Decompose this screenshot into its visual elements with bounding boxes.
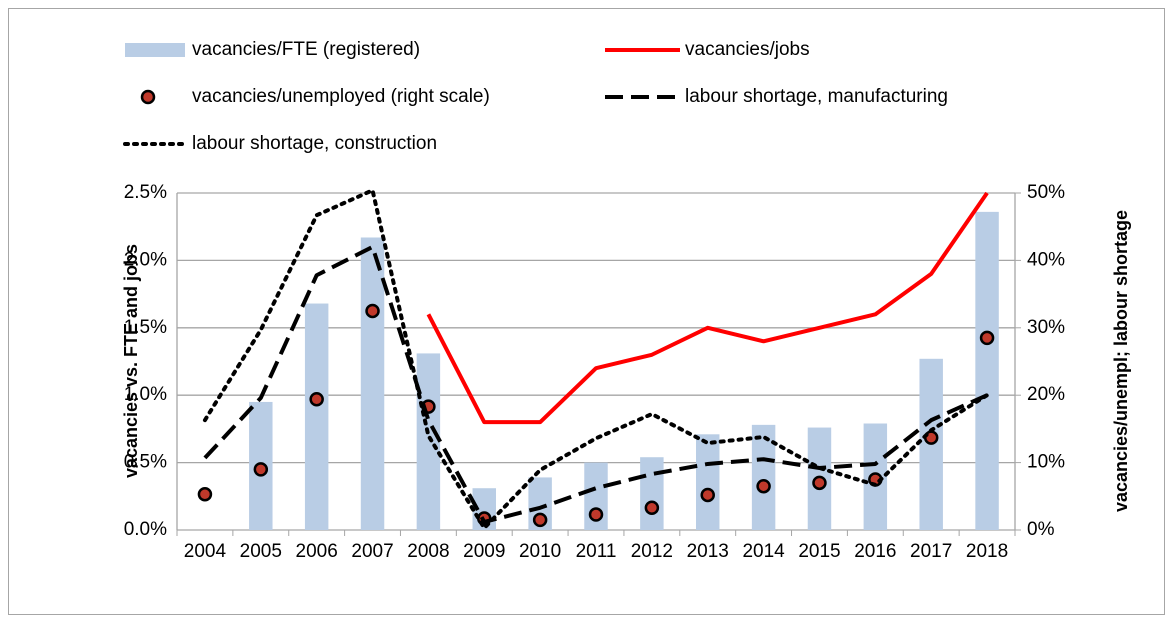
x-tick-label: 2005 bbox=[240, 541, 282, 562]
bar bbox=[640, 457, 664, 530]
y-tick-label: 0.5% bbox=[124, 452, 167, 473]
y2-tick-label: 0% bbox=[1027, 519, 1055, 540]
y-tick-label: 2.5% bbox=[124, 182, 167, 203]
y2-tick-label: 10% bbox=[1027, 452, 1065, 473]
x-tick-label: 2012 bbox=[631, 541, 673, 562]
point bbox=[644, 500, 660, 516]
x-tick-label: 2011 bbox=[576, 541, 617, 562]
x-tick-label: 2004 bbox=[184, 541, 227, 562]
y2-tick-label: 30% bbox=[1027, 317, 1065, 338]
y-tick-label: 2.0% bbox=[124, 249, 167, 270]
point bbox=[979, 330, 995, 346]
legend-label: vacancies/FTE (registered) bbox=[192, 39, 420, 60]
line-series bbox=[202, 188, 990, 530]
y2-tick-label: 20% bbox=[1027, 384, 1065, 405]
x-tick-label: 2010 bbox=[519, 541, 561, 562]
legend-label: labour shortage, manufacturing bbox=[685, 86, 948, 107]
bar bbox=[304, 303, 329, 530]
y2-tick-label: 50% bbox=[1027, 182, 1065, 203]
x-tick-label: 2013 bbox=[687, 541, 729, 562]
x-tick-label: 2018 bbox=[966, 541, 1008, 562]
x-tick-label: 2008 bbox=[407, 541, 449, 562]
legend-label: labour shortage, construction bbox=[192, 133, 437, 154]
point bbox=[756, 478, 771, 494]
x-tick-label: 2007 bbox=[351, 541, 393, 562]
bar bbox=[696, 434, 720, 530]
y2-tick-label: 40% bbox=[1027, 249, 1065, 270]
x-tick-label: 2016 bbox=[854, 541, 896, 562]
point bbox=[532, 512, 548, 528]
point bbox=[309, 391, 324, 407]
bar bbox=[360, 237, 385, 530]
point bbox=[253, 462, 269, 477]
y2-axis-title: vacancies/unempl; labour shortage bbox=[1111, 210, 1131, 512]
legend-swatch bbox=[140, 89, 156, 105]
point bbox=[700, 487, 715, 503]
bar bbox=[751, 424, 776, 530]
bar bbox=[416, 353, 441, 530]
x-tick-label: 2017 bbox=[910, 541, 952, 562]
x-tick-label: 2006 bbox=[296, 541, 338, 562]
x-tick-label: 2015 bbox=[798, 541, 840, 562]
point bbox=[365, 303, 380, 319]
x-tick-label: 2014 bbox=[742, 541, 785, 562]
y-tick-label: 0.0% bbox=[124, 519, 167, 540]
y-tick-label: 1.0% bbox=[124, 384, 167, 405]
point bbox=[588, 507, 604, 522]
bar bbox=[975, 211, 999, 530]
x-tick-label: 2009 bbox=[463, 541, 505, 562]
line-series bbox=[426, 191, 989, 425]
point bbox=[812, 475, 827, 491]
legend-swatch bbox=[125, 43, 185, 57]
line-series bbox=[203, 244, 988, 524]
y-tick-label: 1.5% bbox=[124, 317, 167, 338]
y-axis-title: vacancies vs. FTE and jobs bbox=[121, 244, 141, 478]
point bbox=[197, 487, 213, 502]
legend-label: vacancies/unemployed (right scale) bbox=[192, 86, 490, 107]
legend-label: vacancies/jobs bbox=[685, 39, 810, 60]
